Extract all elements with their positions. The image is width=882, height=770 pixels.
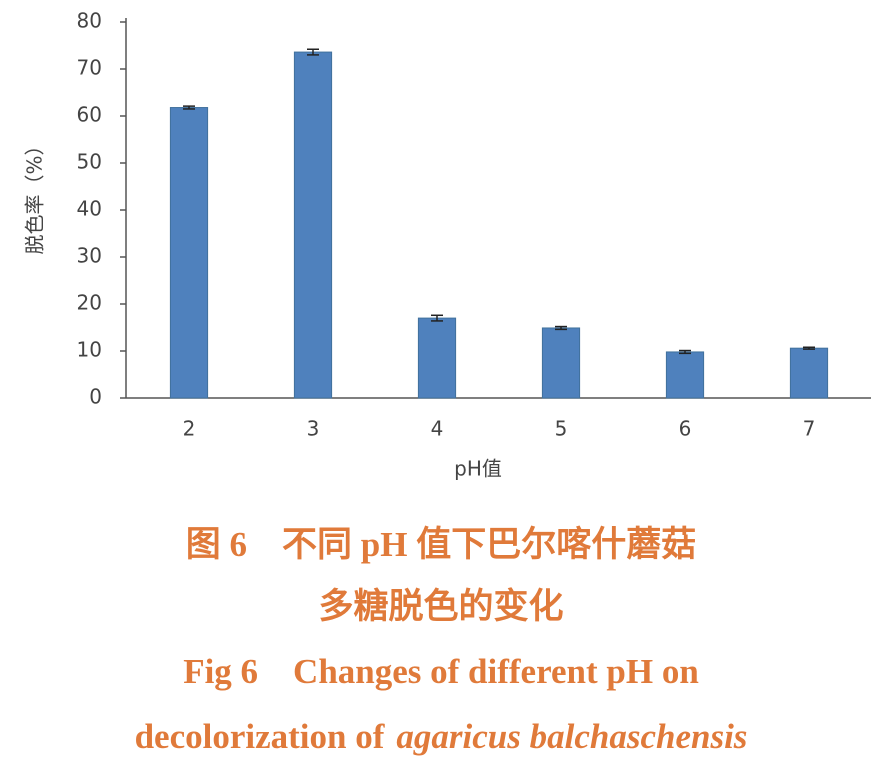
y-tick-label: 40: [77, 197, 102, 221]
x-tick-label: 4: [431, 417, 444, 441]
caption-cn-1: 图 6 不同 pH 值下巴尔喀什蘑菇: [185, 525, 697, 564]
y-tick-label: 60: [77, 103, 102, 127]
y-tick-label: 70: [77, 56, 102, 80]
x-axis-label: pH值: [454, 457, 502, 481]
caption-en-1: Fig 6 Changes of different pH on: [183, 652, 699, 691]
bar: [417, 317, 457, 399]
error-bar: [431, 314, 443, 322]
bar: [665, 351, 705, 399]
y-tick-label: 80: [77, 9, 102, 33]
x-tick-label: 2: [183, 417, 196, 441]
x-tick-label: 3: [307, 417, 320, 441]
error-bar: [183, 105, 195, 110]
caption-en-2-plain: decolorization of: [134, 717, 385, 756]
error-bar: [307, 48, 319, 56]
y-tick-label: 10: [77, 338, 102, 362]
y-tick-label: 50: [77, 150, 102, 174]
bar: [169, 107, 209, 399]
bar: [293, 51, 333, 399]
caption-cn-2: 多糖脱色的变化: [318, 587, 564, 626]
error-bar: [803, 346, 815, 350]
error-bar: [679, 349, 691, 355]
x-tick-label: 5: [555, 417, 568, 441]
caption-en-2: decolorization of agaricus balchaschensis: [0, 717, 882, 757]
error-bar: [555, 325, 567, 331]
caption-en-2-italic: agaricus balchaschensis: [396, 717, 748, 756]
y-axis-label: 脱色率（%）: [23, 135, 47, 254]
chart: pH值 脱色率（%） 0 10 20 30 40 50 60 70 80 2 3 4 5 6 7: [23, 9, 871, 481]
y-tick-label: 20: [77, 291, 102, 315]
bar: [789, 347, 829, 399]
y-tick-label: 30: [77, 244, 102, 268]
x-tick-label: 7: [803, 417, 816, 441]
x-tick-label: 6: [679, 417, 692, 441]
bar: [541, 327, 581, 399]
y-tick-label: 0: [89, 385, 102, 409]
